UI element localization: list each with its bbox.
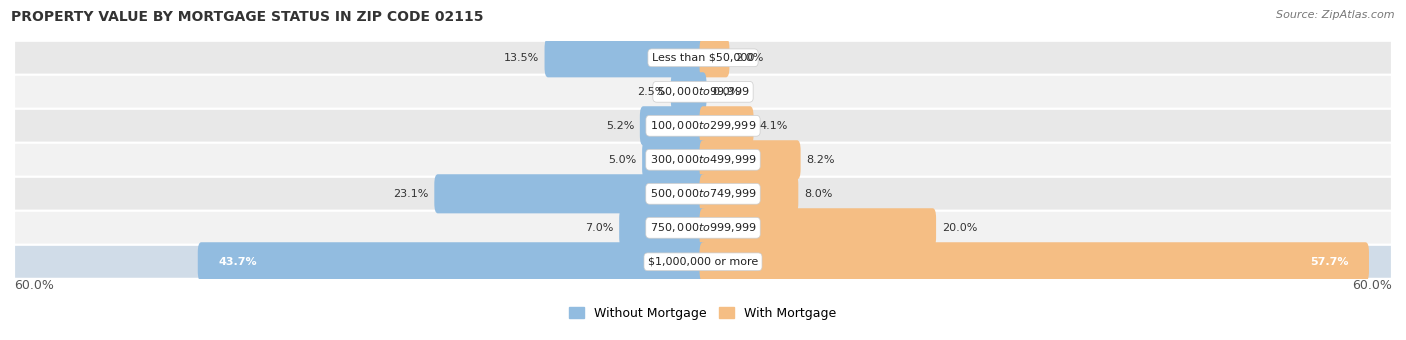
FancyBboxPatch shape: [14, 41, 1392, 75]
Text: 0.0%: 0.0%: [713, 87, 741, 97]
Legend: Without Mortgage, With Mortgage: Without Mortgage, With Mortgage: [564, 302, 842, 325]
Text: 2.0%: 2.0%: [735, 53, 763, 63]
FancyBboxPatch shape: [14, 75, 1392, 109]
Text: 8.2%: 8.2%: [807, 155, 835, 165]
FancyBboxPatch shape: [619, 208, 706, 248]
Text: $50,000 to $99,999: $50,000 to $99,999: [657, 85, 749, 98]
Text: 7.0%: 7.0%: [585, 223, 613, 233]
Text: 60.0%: 60.0%: [1353, 279, 1392, 292]
FancyBboxPatch shape: [198, 242, 706, 281]
Text: PROPERTY VALUE BY MORTGAGE STATUS IN ZIP CODE 02115: PROPERTY VALUE BY MORTGAGE STATUS IN ZIP…: [11, 10, 484, 24]
Text: Less than $50,000: Less than $50,000: [652, 53, 754, 63]
Text: 60.0%: 60.0%: [14, 279, 53, 292]
Text: $750,000 to $999,999: $750,000 to $999,999: [650, 221, 756, 234]
Text: 43.7%: 43.7%: [218, 257, 257, 267]
Text: 5.2%: 5.2%: [606, 121, 634, 131]
FancyBboxPatch shape: [643, 140, 706, 180]
FancyBboxPatch shape: [700, 242, 1369, 281]
FancyBboxPatch shape: [700, 106, 754, 146]
Text: $100,000 to $299,999: $100,000 to $299,999: [650, 119, 756, 132]
Text: 8.0%: 8.0%: [804, 189, 832, 199]
Text: $300,000 to $499,999: $300,000 to $499,999: [650, 153, 756, 166]
FancyBboxPatch shape: [671, 72, 706, 112]
Text: 20.0%: 20.0%: [942, 223, 977, 233]
FancyBboxPatch shape: [14, 109, 1392, 143]
Text: 5.0%: 5.0%: [609, 155, 637, 165]
Text: 4.1%: 4.1%: [759, 121, 787, 131]
FancyBboxPatch shape: [700, 38, 730, 78]
FancyBboxPatch shape: [434, 174, 706, 214]
FancyBboxPatch shape: [544, 38, 706, 78]
FancyBboxPatch shape: [14, 211, 1392, 245]
Text: 2.5%: 2.5%: [637, 87, 665, 97]
Text: 13.5%: 13.5%: [503, 53, 538, 63]
Text: Source: ZipAtlas.com: Source: ZipAtlas.com: [1277, 10, 1395, 20]
Text: 23.1%: 23.1%: [394, 189, 429, 199]
FancyBboxPatch shape: [14, 245, 1392, 279]
FancyBboxPatch shape: [700, 140, 800, 180]
FancyBboxPatch shape: [640, 106, 706, 146]
FancyBboxPatch shape: [14, 177, 1392, 211]
Text: $1,000,000 or more: $1,000,000 or more: [648, 257, 758, 267]
FancyBboxPatch shape: [700, 208, 936, 248]
FancyBboxPatch shape: [700, 174, 799, 214]
Text: $500,000 to $749,999: $500,000 to $749,999: [650, 187, 756, 200]
Text: 57.7%: 57.7%: [1310, 257, 1348, 267]
FancyBboxPatch shape: [14, 143, 1392, 177]
